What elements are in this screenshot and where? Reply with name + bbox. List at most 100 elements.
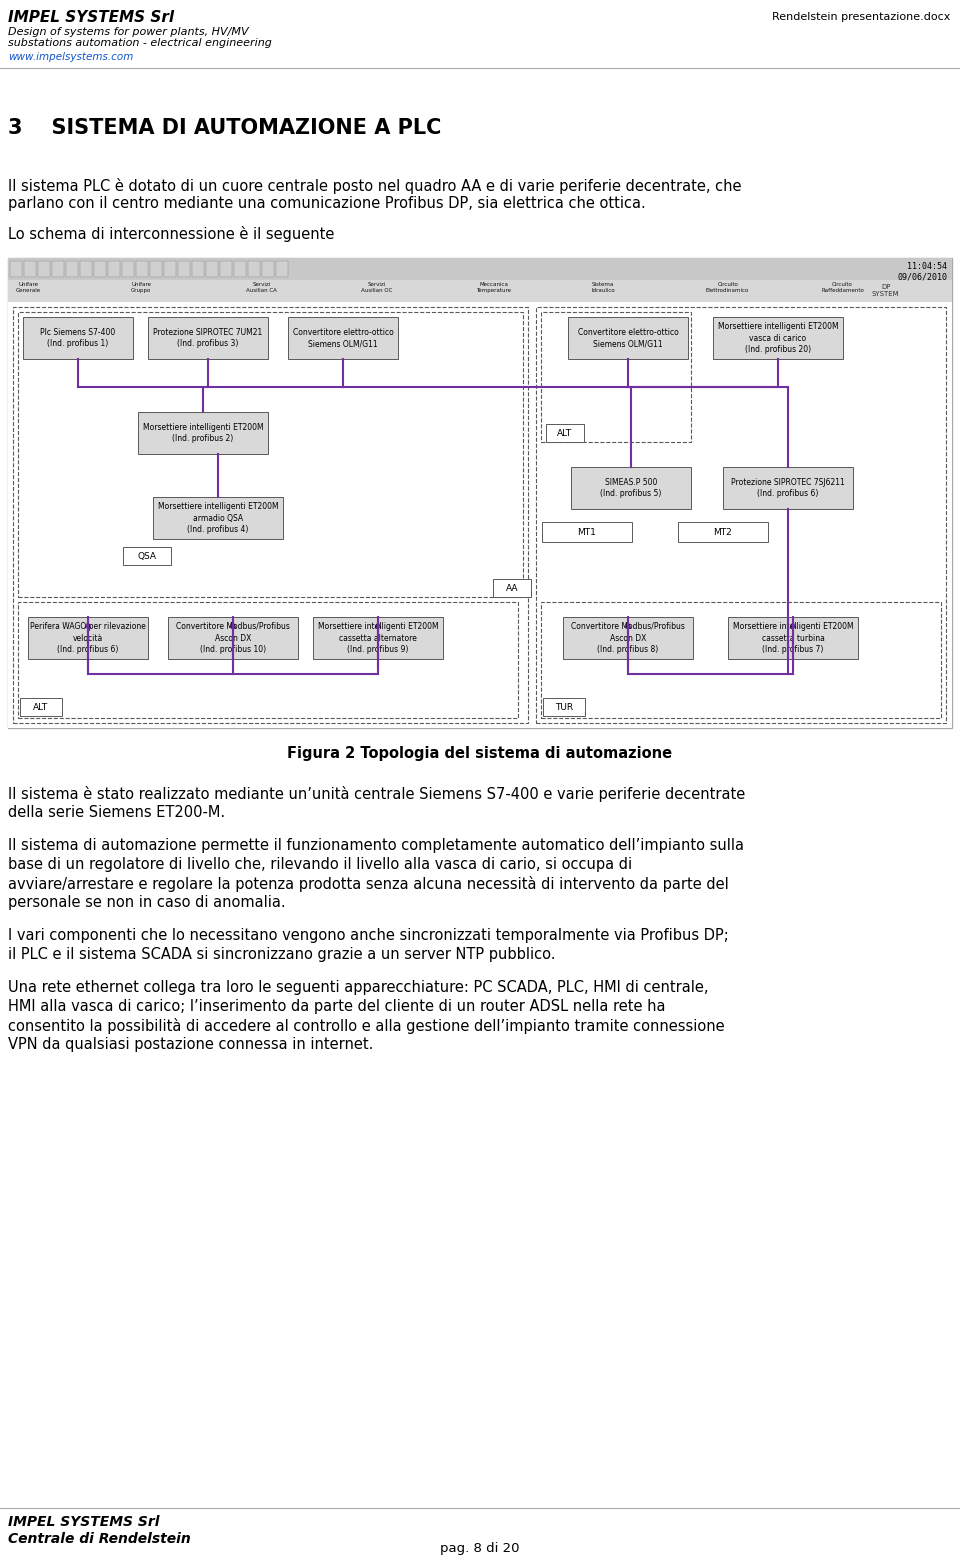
Text: Convertitore elettro-ottico
Siemens OLM/G11: Convertitore elettro-ottico Siemens OLM/…	[578, 327, 679, 349]
Text: Il sistema è stato realizzato mediante un’unità centrale Siemens S7-400 e varie : Il sistema è stato realizzato mediante u…	[8, 786, 745, 802]
Text: MT1: MT1	[578, 528, 596, 537]
Bar	[220, 262, 232, 277]
Bar	[206, 262, 218, 277]
Text: IMPEL SYSTEMS Srl: IMPEL SYSTEMS Srl	[8, 9, 174, 25]
Text: ALT: ALT	[558, 428, 572, 438]
Bar	[723, 467, 853, 509]
Bar	[148, 318, 268, 360]
Bar	[122, 262, 134, 277]
Text: substations automation - electrical engineering: substations automation - electrical engi…	[8, 37, 272, 48]
Bar	[288, 318, 398, 360]
Text: Morsettiere intelligenti ET200M
cassetta alternatore
(Ind. profibus 9): Morsettiere intelligenti ET200M cassetta…	[318, 621, 439, 654]
Bar	[138, 413, 268, 455]
Bar	[20, 698, 62, 716]
Bar	[262, 262, 274, 277]
Bar	[164, 262, 176, 277]
Text: Unifare
Gruppo: Unifare Gruppo	[131, 282, 152, 293]
Text: pag. 8 di 20: pag. 8 di 20	[441, 1541, 519, 1555]
Bar	[10, 262, 22, 277]
Bar	[38, 262, 50, 277]
Bar	[541, 603, 941, 718]
Bar	[192, 262, 204, 277]
Text: personale se non in caso di anomalia.: personale se non in caso di anomalia.	[8, 895, 286, 909]
Text: Morsettiere intelligenti ET200M
cassetta turbina
(Ind. profibus 7): Morsettiere intelligenti ET200M cassetta…	[732, 621, 853, 654]
Bar	[313, 617, 443, 659]
Bar	[543, 698, 585, 716]
Bar	[18, 603, 518, 718]
Text: ALT: ALT	[34, 702, 49, 712]
Text: della serie Siemens ET200-M.: della serie Siemens ET200-M.	[8, 805, 226, 821]
Text: www.impelsystems.com: www.impelsystems.com	[8, 51, 133, 62]
Bar	[493, 579, 531, 596]
Bar	[542, 522, 632, 542]
Bar	[168, 617, 298, 659]
Text: Circuito
Raffeddamento: Circuito Raffeddamento	[821, 282, 864, 293]
Bar	[123, 547, 171, 565]
Bar	[28, 617, 148, 659]
Text: avviare/arrestare e regolare la potenza prodotta senza alcuna necessità di inter: avviare/arrestare e regolare la potenza …	[8, 877, 729, 892]
Bar	[678, 522, 768, 542]
Text: Il sistema PLC è dotato di un cuore centrale posto nel quadro AA e di varie peri: Il sistema PLC è dotato di un cuore cent…	[8, 177, 741, 195]
Text: Morsettiere intelligenti ET200M
(Ind. profibus 2): Morsettiere intelligenti ET200M (Ind. pr…	[143, 422, 263, 444]
Text: Il sistema di automazione permette il funzionamento completamente automatico del: Il sistema di automazione permette il fu…	[8, 838, 744, 853]
Bar	[150, 262, 162, 277]
Bar	[568, 318, 688, 360]
Bar	[108, 262, 120, 277]
Text: Protezione SIPROTEC 7SJ6211
(Ind. profibus 6): Protezione SIPROTEC 7SJ6211 (Ind. profib…	[732, 478, 845, 498]
Bar	[536, 307, 946, 722]
Text: Convertitore elettro-ottico
Siemens OLM/G11: Convertitore elettro-ottico Siemens OLM/…	[293, 327, 394, 349]
Text: Figura 2 Topologia del sistema di automazione: Figura 2 Topologia del sistema di automa…	[287, 746, 673, 761]
Text: Morsettiere intelligenti ET200M
vasca di carico
(Ind. profibus 20): Morsettiere intelligenti ET200M vasca di…	[718, 322, 838, 355]
Bar	[546, 424, 584, 442]
Bar	[563, 617, 693, 659]
Text: Servizi
Ausilian OC: Servizi Ausilian OC	[361, 282, 393, 293]
Bar	[234, 262, 246, 277]
Text: HMI alla vasca di carico; l’inserimento da parte del cliente di un router ADSL n: HMI alla vasca di carico; l’inserimento …	[8, 1000, 665, 1014]
Bar	[94, 262, 106, 277]
Bar	[8, 258, 952, 280]
Bar	[66, 262, 78, 277]
Text: Centrale di Rendelstein: Centrale di Rendelstein	[8, 1532, 191, 1546]
Text: Circuito
Elettrodinamico: Circuito Elettrodinamico	[706, 282, 750, 293]
Bar	[728, 617, 858, 659]
Text: base di un regolatore di livello che, rilevando il livello alla vasca di cario, : base di un regolatore di livello che, ri…	[8, 856, 632, 872]
Text: Unifare
Generale: Unifare Generale	[16, 282, 41, 293]
Text: Sistema
Idraulico: Sistema Idraulico	[591, 282, 614, 293]
Text: IMPEL SYSTEMS Srl: IMPEL SYSTEMS Srl	[8, 1515, 159, 1529]
Bar	[276, 262, 288, 277]
Text: 11:04:54
09/06/2010: 11:04:54 09/06/2010	[897, 262, 947, 282]
Text: AA: AA	[506, 584, 518, 593]
Text: Morsettiere intelligenti ET200M
armadio QSA
(Ind. profibus 4): Morsettiere intelligenti ET200M armadio …	[157, 501, 278, 534]
Bar	[8, 280, 952, 302]
Bar	[571, 467, 691, 509]
Bar	[80, 262, 92, 277]
Text: Lo schema di interconnessione è il seguente: Lo schema di interconnessione è il segue…	[8, 226, 334, 241]
Text: Convertitore Modbus/Profibus
Ascon DX
(Ind. profibus 8): Convertitore Modbus/Profibus Ascon DX (I…	[571, 621, 684, 654]
Text: Perifera WAGO per rilevazione
velocità
(Ind. profibus 6): Perifera WAGO per rilevazione velocità (…	[30, 621, 146, 654]
Text: parlano con il centro mediante una comunicazione Profibus DP, sia elettrica che : parlano con il centro mediante una comun…	[8, 196, 646, 212]
Text: Plc Siemens S7-400
(Ind. profibus 1): Plc Siemens S7-400 (Ind. profibus 1)	[40, 327, 115, 349]
Text: Design of systems for power plants, HV/MV: Design of systems for power plants, HV/M…	[8, 26, 249, 37]
Text: QSA: QSA	[137, 551, 156, 561]
Bar	[23, 318, 133, 360]
Bar	[18, 311, 523, 596]
Bar	[541, 311, 691, 442]
Bar	[8, 258, 952, 729]
Bar	[8, 302, 952, 729]
Text: 3    SISTEMA DI AUTOMAZIONE A PLC: 3 SISTEMA DI AUTOMAZIONE A PLC	[8, 118, 442, 139]
Text: Una rete ethernet collega tra loro le seguenti apparecchiature: PC SCADA, PLC, H: Una rete ethernet collega tra loro le se…	[8, 979, 708, 995]
Bar	[136, 262, 148, 277]
Bar	[13, 307, 528, 722]
Text: VPN da qualsiasi postazione connessa in internet.: VPN da qualsiasi postazione connessa in …	[8, 1037, 373, 1053]
Text: consentito la possibilità di accedere al controllo e alla gestione dell’impianto: consentito la possibilità di accedere al…	[8, 1018, 725, 1034]
Text: TUR: TUR	[555, 702, 573, 712]
Text: DP
SYSTEM: DP SYSTEM	[872, 283, 900, 297]
Bar	[24, 262, 36, 277]
Text: Protezione SIPROTEC 7UM21
(Ind. profibus 3): Protezione SIPROTEC 7UM21 (Ind. profibus…	[154, 327, 263, 349]
Text: il PLC e il sistema SCADA si sincronizzano grazie a un server NTP pubblico.: il PLC e il sistema SCADA si sincronizza…	[8, 947, 556, 962]
Bar	[248, 262, 260, 277]
Text: MT2: MT2	[713, 528, 732, 537]
Text: Convertitore Modbus/Profibus
Ascon DX
(Ind. profibus 10): Convertitore Modbus/Profibus Ascon DX (I…	[176, 621, 290, 654]
Text: Meccanica
Temperature: Meccanica Temperature	[476, 282, 511, 293]
Bar	[52, 262, 64, 277]
